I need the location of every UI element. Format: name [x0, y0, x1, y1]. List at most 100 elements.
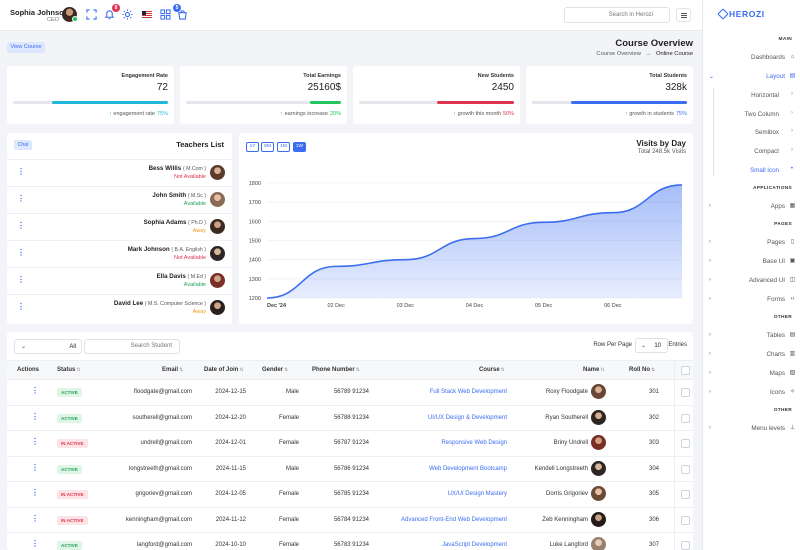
series-line: [266, 184, 683, 299]
row-checkbox[interactable]: [681, 541, 690, 550]
more-vertical-icon[interactable]: ⋮: [31, 462, 39, 472]
cell-email: langford@gmail.com: [136, 542, 192, 548]
global-search-input[interactable]: Search in Herozi: [564, 7, 670, 23]
col-roll-no[interactable]: Roll No⇅: [629, 367, 655, 373]
more-vertical-icon[interactable]: ⋮: [17, 194, 25, 203]
cell-course[interactable]: UI/UX Design & Development: [427, 414, 507, 421]
cell-date: 2024-12-01: [215, 440, 246, 446]
sort-icon: ⇅: [76, 367, 81, 373]
range-1m-button[interactable]: 1M: [277, 142, 290, 152]
sidebar-item-base-ui[interactable]: › Base UI ▣: [703, 256, 800, 268]
sidebar-item-forms[interactable]: › Forms ‹›: [703, 294, 800, 306]
col-gender[interactable]: Gender⇅: [262, 367, 288, 373]
cell-course[interactable]: Full Stack Web Development: [429, 389, 507, 395]
sidebar-item-maps[interactable]: › Maps ▧: [703, 368, 800, 380]
col-phone[interactable]: Phone Number⇅: [312, 367, 360, 373]
more-vertical-icon[interactable]: ⋮: [31, 386, 39, 395]
teacher-status: Not Available: [173, 174, 206, 180]
section-other-2: OTHER: [773, 408, 792, 413]
teacher-degree: ( M.S. Computer Science ): [144, 301, 206, 307]
range-6m-button[interactable]: 6M: [261, 142, 274, 152]
cell-roll-no: 305: [648, 491, 659, 497]
cart-icon[interactable]: [177, 9, 188, 20]
more-vertical-icon[interactable]: ⋮: [17, 221, 25, 230]
teacher-row: ⋮ John Smith ( M.Sc ) Available: [7, 186, 232, 213]
range-1w-button[interactable]: 1W: [293, 142, 306, 152]
sidebar-item-icons[interactable]: › Icons ✧: [703, 387, 800, 399]
sidebar-item-advanced-ui[interactable]: › Advanced UI ◫: [703, 275, 800, 287]
view-course-button[interactable]: View Course: [7, 42, 45, 53]
notification-badge: 8: [112, 4, 120, 12]
menu-toggle-button[interactable]: [676, 8, 691, 22]
col-label: Phone Number: [312, 367, 355, 373]
cell-course[interactable]: Responsive Web Design: [441, 440, 507, 446]
sidebar-item-layout[interactable]: ⌄ Layout ▤: [703, 71, 800, 83]
submenu-two-column[interactable]: Two Column ›: [703, 109, 800, 120]
sidebar-item-apps[interactable]: › Apps ▦: [703, 201, 800, 213]
more-vertical-icon[interactable]: ⋮: [17, 248, 25, 257]
row-checkbox[interactable]: [681, 515, 690, 525]
cell-course[interactable]: UX/UI Design Mastery: [447, 491, 507, 497]
row-checkbox[interactable]: [681, 439, 690, 448]
student-search-input[interactable]: Search Student: [84, 339, 180, 354]
col-email[interactable]: Email⇅: [162, 367, 183, 373]
select-all-checkbox[interactable]: [681, 366, 690, 375]
chat-button[interactable]: Chat: [14, 140, 32, 150]
more-vertical-icon[interactable]: ⋮: [17, 275, 25, 284]
stat-card-total-students: Total Students 328k ↑ growth in students…: [526, 66, 693, 124]
more-vertical-icon[interactable]: ⋮: [31, 513, 39, 523]
user-avatar[interactable]: [62, 7, 78, 22]
cell-date: 2024-12-20: [215, 414, 246, 421]
language-flag-icon[interactable]: [142, 11, 152, 18]
sidebar-item-charts[interactable]: › Charts ▥: [703, 349, 800, 361]
more-vertical-icon[interactable]: ⋮: [31, 539, 39, 548]
row-checkbox[interactable]: [681, 388, 690, 397]
row-checkbox[interactable]: [681, 464, 690, 474]
apps-grid-icon[interactable]: [160, 9, 171, 20]
more-vertical-icon[interactable]: ⋮: [17, 302, 25, 311]
col-name[interactable]: Name⇅: [583, 367, 605, 373]
more-vertical-icon[interactable]: ⋮: [31, 411, 39, 421]
col-course[interactable]: Course⇅: [479, 367, 505, 373]
teacher-name-text: John Smith: [152, 192, 187, 199]
sidebar-item-menu-levels[interactable]: › Menu levels ⊥: [703, 423, 800, 435]
status-badge: IN ACTIVE: [57, 515, 88, 525]
cell-course[interactable]: Web Development Bootcamp: [429, 465, 507, 472]
col-label: Date of Join: [204, 367, 239, 373]
more-vertical-icon[interactable]: ⋮: [31, 488, 39, 497]
sidebar-item-tables[interactable]: › Tables ▤: [703, 330, 800, 342]
sidebar-item-dashboards[interactable]: Dashboards ⌂: [703, 52, 800, 64]
sort-icon: ⇅: [239, 367, 244, 373]
teacher-row: ⋮ David Lee ( M.S. Computer Science ) Aw…: [7, 294, 232, 321]
sidebar-item-pages[interactable]: › Pages ▯: [703, 237, 800, 249]
submenu-horizontal[interactable]: Horizontal ›: [703, 90, 800, 101]
breadcrumb-parent[interactable]: Course Overview: [596, 51, 641, 57]
submenu-compact[interactable]: Compact ›: [703, 146, 800, 157]
cell-course[interactable]: Advanced Front-End Web Development: [401, 516, 507, 523]
chevron-right-icon: ›: [709, 389, 711, 395]
submenu-small-icon[interactable]: Small Icon •: [703, 165, 800, 176]
cell-date: 2024-11-12: [215, 516, 246, 523]
teacher-status: Not Available: [173, 255, 206, 261]
user-name[interactable]: Sophia Johnson: [10, 8, 69, 17]
more-vertical-icon[interactable]: ⋮: [31, 437, 39, 446]
fullscreen-icon[interactable]: [86, 9, 97, 20]
col-status[interactable]: Status⇅: [57, 367, 81, 373]
submenu-semibox[interactable]: Semibox ›: [703, 127, 800, 138]
theme-toggle-icon[interactable]: [122, 9, 133, 20]
x-tick-label: 06 Dec: [604, 303, 622, 309]
bell-icon[interactable]: [104, 9, 115, 20]
teacher-degree: ( M.Sc ): [187, 193, 206, 199]
table-row: ⋮ IN ACTIVE grigoriev@gmail.com 2024-12-05 F…: [7, 482, 693, 508]
cell-course[interactable]: JavaScript Development: [441, 542, 507, 548]
col-date-of-join[interactable]: Date of Join⇅: [204, 367, 244, 373]
more-vertical-icon[interactable]: ⋮: [17, 167, 25, 176]
brand-name[interactable]: HEROZI: [729, 9, 765, 19]
chevron-down-icon: ⌄: [21, 344, 27, 350]
rows-per-page-select[interactable]: ⌄ 10: [635, 338, 668, 353]
table-row: ⋮ IN ACTIVE kenningham@gmail.com 2024-11-12…: [7, 508, 693, 533]
row-checkbox[interactable]: [681, 490, 690, 499]
status-filter-select[interactable]: ⌄ All: [14, 339, 82, 354]
row-checkbox[interactable]: [681, 413, 690, 423]
range-1y-button[interactable]: 1Y: [246, 142, 259, 152]
